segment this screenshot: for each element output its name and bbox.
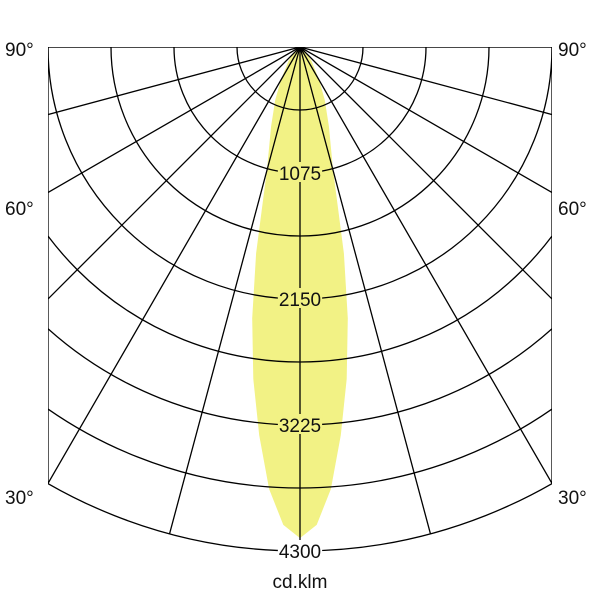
angle-spoke	[299, 47, 552, 116]
angle-spoke	[299, 47, 552, 194]
tick-label-bg	[277, 540, 323, 560]
angle-label-left-30: 30°	[5, 488, 34, 509]
tick-label-bg	[277, 162, 323, 182]
angle-spoke	[299, 47, 552, 484]
unit-label: cd.klm	[273, 572, 328, 593]
angle-spoke	[48, 47, 301, 484]
angle-spoke	[48, 47, 301, 194]
tick-label-1075: 1075	[279, 164, 321, 185]
angle-spoke	[48, 47, 301, 116]
angle-label-right-90: 90°	[558, 40, 587, 61]
angle-spoke	[48, 47, 301, 300]
tick-label-2150: 2150	[279, 290, 321, 311]
angle-spoke	[299, 47, 552, 300]
angle-label-right-30: 30°	[558, 488, 587, 509]
angle-spoke	[168, 47, 301, 534]
radial-tick-labels: 1075 2150 3225 4300	[277, 162, 323, 563]
angle-spoke	[299, 47, 432, 534]
tick-label-3225: 3225	[279, 416, 321, 437]
tick-label-4300: 4300	[279, 542, 321, 563]
tick-label-bg	[277, 288, 323, 308]
angle-label-left-90: 90°	[5, 40, 34, 61]
tick-label-bg	[277, 414, 323, 434]
angle-label-right-60: 60°	[558, 199, 587, 220]
angle-label-left-60: 60°	[5, 199, 34, 220]
